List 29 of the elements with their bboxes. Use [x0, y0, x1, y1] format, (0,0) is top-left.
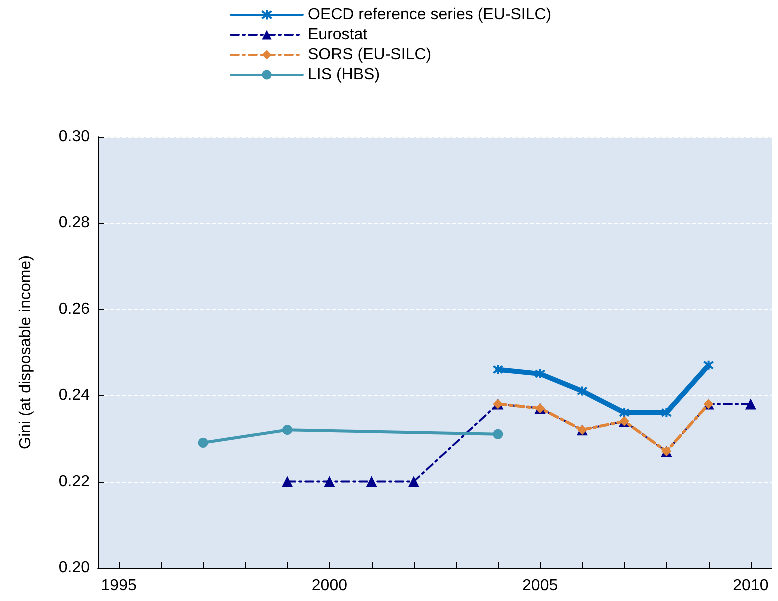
- point: [198, 438, 208, 448]
- y-axis-title: Gini (at disposable income): [18, 256, 34, 450]
- x-tick-label: 2000: [312, 578, 348, 594]
- point: [661, 407, 672, 418]
- y-tick-label: 0.28: [58, 214, 90, 232]
- point: [324, 476, 336, 488]
- point: [576, 386, 588, 397]
- point: [366, 476, 378, 488]
- legend-label: SORS (EU-SILC): [308, 46, 432, 64]
- point: [619, 407, 630, 418]
- point: [492, 364, 504, 376]
- legend-label: LIS (HBS): [308, 66, 380, 84]
- x-tick-label: 2010: [733, 578, 769, 594]
- point: [408, 476, 420, 488]
- y-tick-label: 0.26: [58, 300, 90, 318]
- y-tick-label: 0.30: [58, 128, 90, 146]
- legend-label: Eurostat: [308, 26, 368, 44]
- x-tick-label: 2005: [522, 578, 558, 594]
- point: [282, 476, 294, 488]
- point: [282, 425, 293, 436]
- y-tick-label: 0.24: [58, 387, 90, 404]
- point: [534, 368, 546, 380]
- point: [493, 429, 504, 440]
- point: [703, 360, 714, 371]
- x-tick-label: 1995: [101, 578, 137, 594]
- point: [745, 398, 756, 410]
- legend-label: OECD reference series (EU-SILC): [308, 6, 552, 24]
- y-tick-label: 0.20: [58, 560, 90, 576]
- y-tick-label: 0.22: [58, 473, 90, 490]
